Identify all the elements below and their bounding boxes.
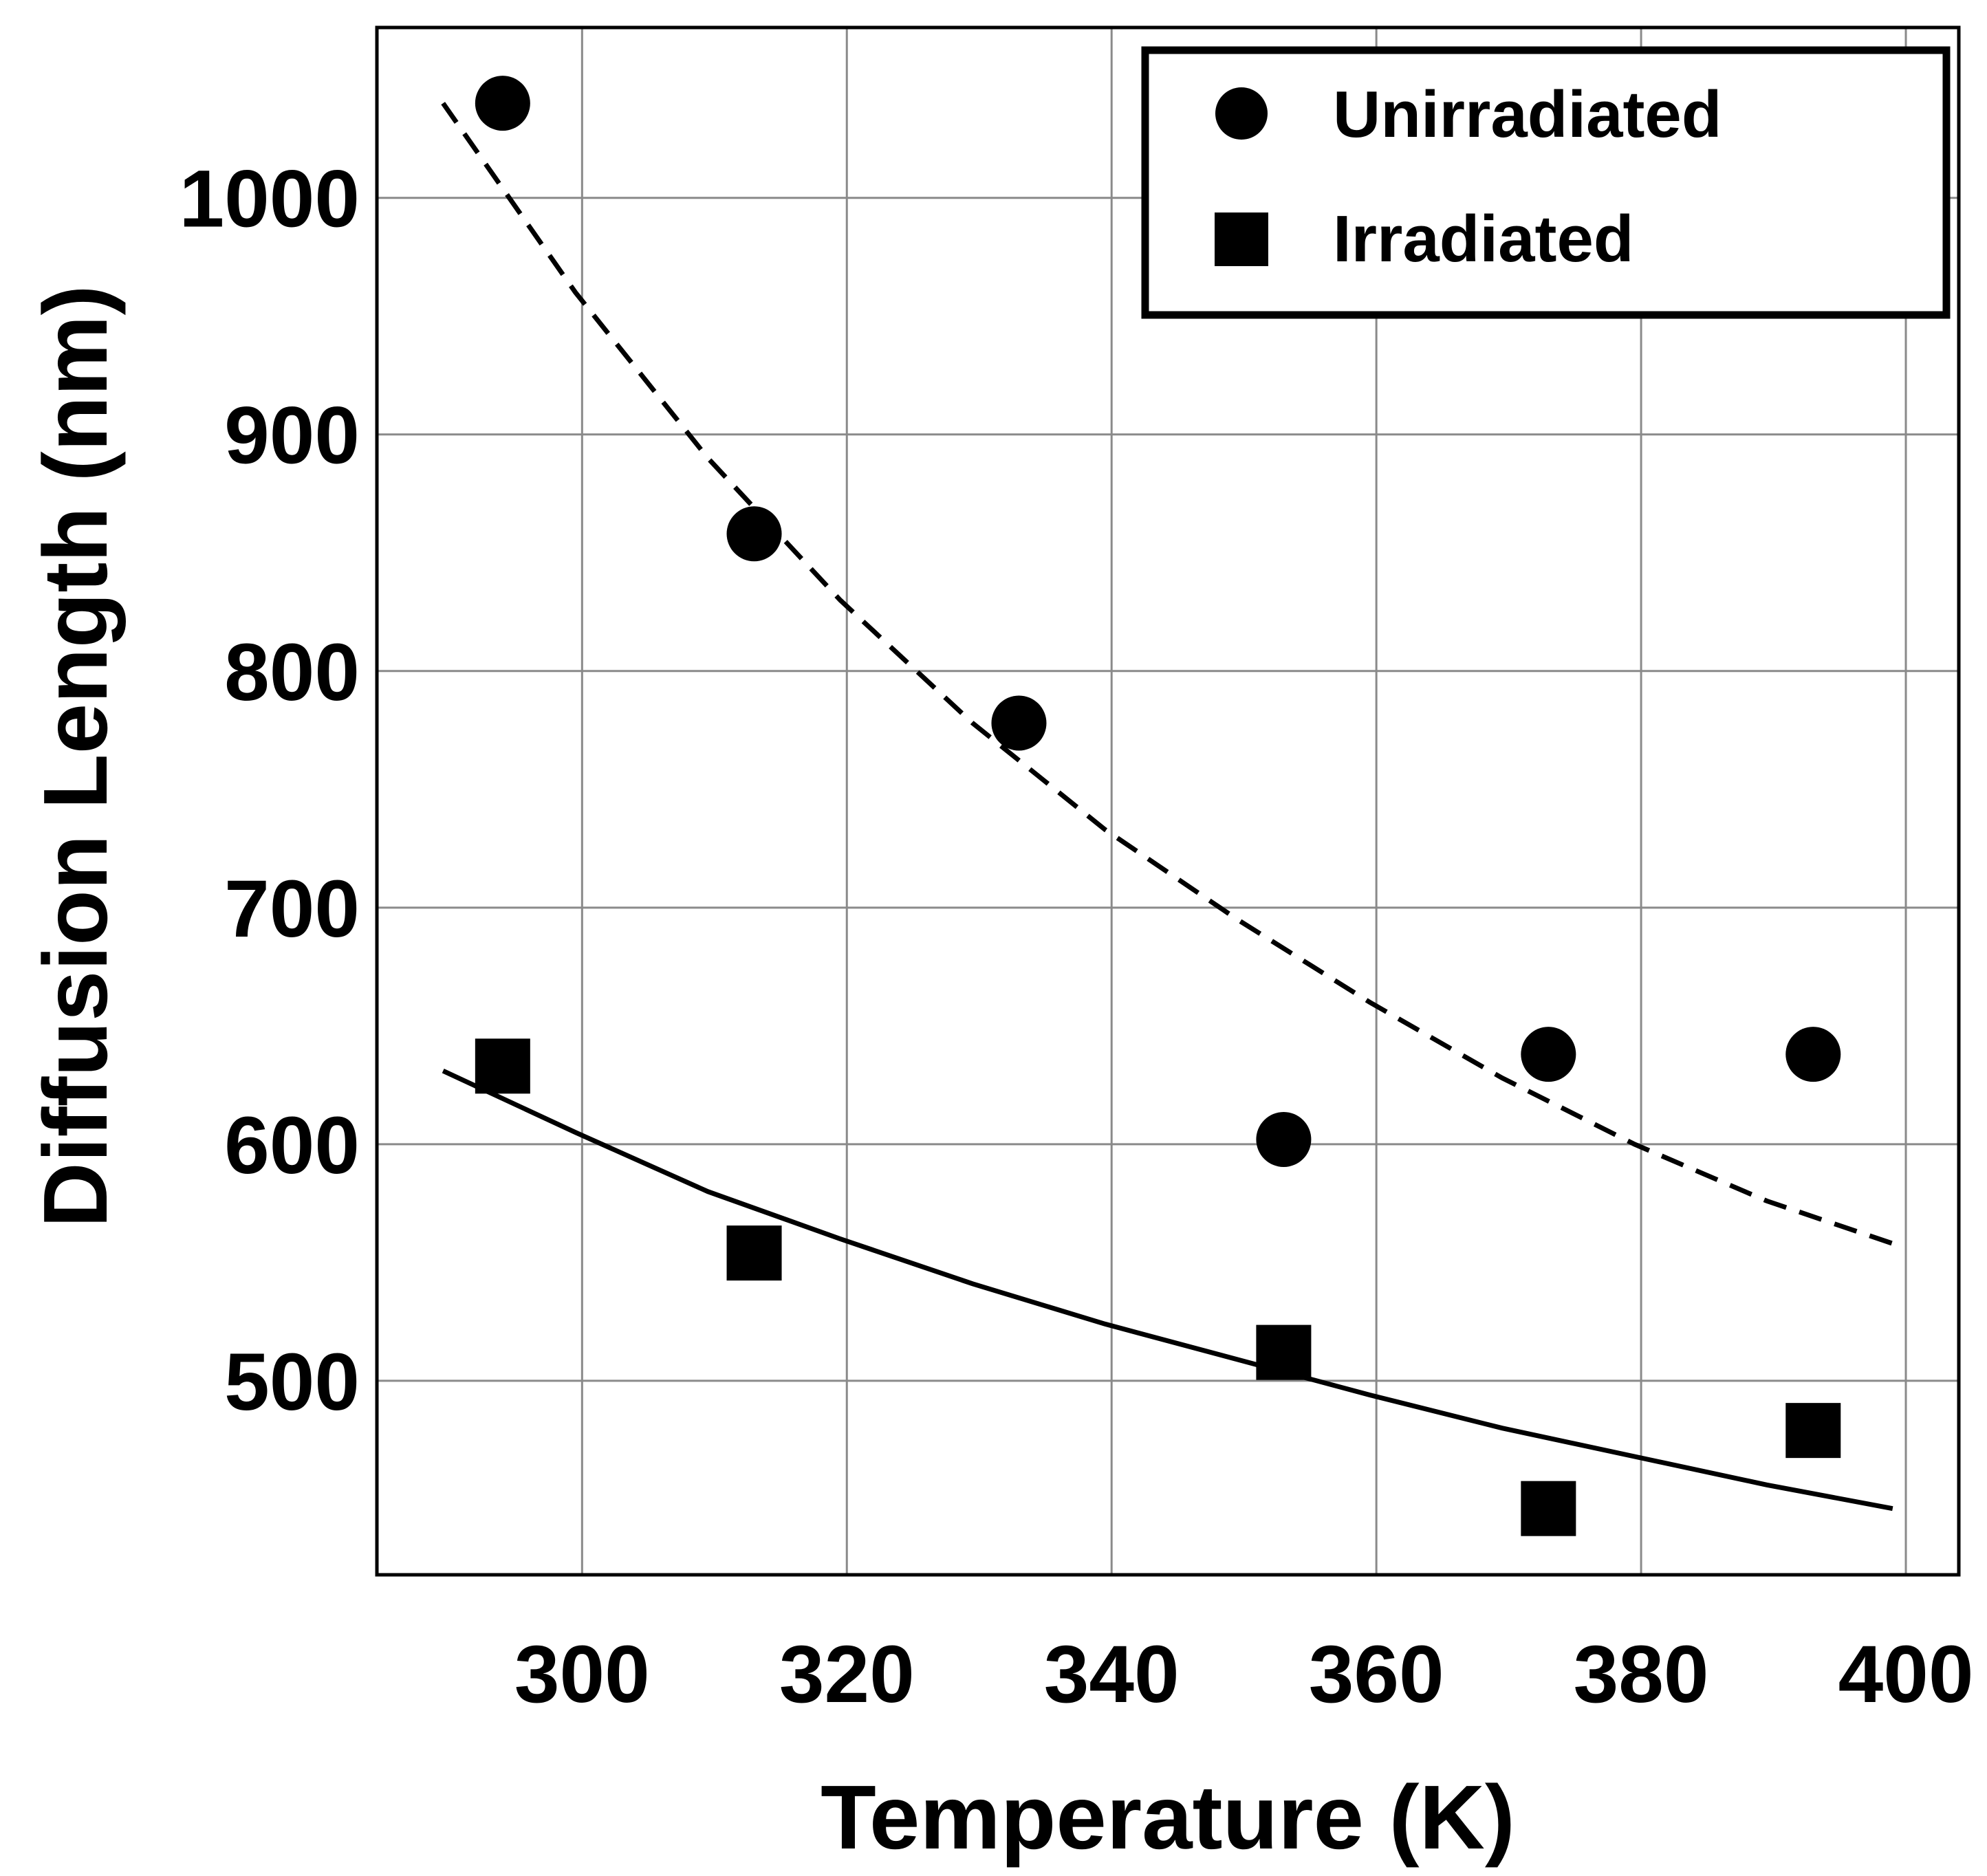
point-unirradiated-333 [991,695,1047,751]
x-tick-label-300: 300 [514,1629,650,1720]
y-tick-label-800: 800 [224,627,360,718]
y-tick-labels: 500 600 700 800 900 1000 [179,154,360,1428]
point-unirradiated-313 [726,506,782,562]
point-unirradiated-294 [475,76,530,131]
legend: Unirradiated Irradiated [1141,46,1951,319]
y-tick-label-700: 700 [224,864,360,955]
legend-label-unirradiated: Unirradiated [1333,78,1722,151]
y-tick-label-900: 900 [224,391,360,481]
point-irradiated-373 [1521,1481,1576,1536]
point-irradiated-313 [726,1225,782,1281]
x-tick-label-360: 360 [1309,1629,1444,1720]
x-tick-label-400: 400 [1838,1629,1974,1720]
y-tick-label-1000: 1000 [179,154,360,245]
x-tick-labels: 300 320 340 360 380 400 [514,1629,1974,1720]
y-axis-title: Diffusion Length (nm) [25,285,126,1228]
point-irradiated-393 [1785,1403,1841,1459]
x-tick-label-340: 340 [1044,1629,1180,1720]
point-unirradiated-353 [1256,1111,1312,1167]
y-tick-label-600: 600 [224,1100,360,1191]
point-irradiated-294 [475,1038,530,1094]
legend-label-irradiated: Irradiated [1333,202,1633,276]
legend-box [1141,46,1951,319]
point-unirradiated-373 [1521,1027,1576,1082]
y-tick-label-500: 500 [224,1337,360,1428]
data-points [475,76,1841,1536]
legend-marker-irradiated [1215,212,1268,266]
x-axis-title: Temperature (K) [821,1767,1515,1868]
x-tick-label-320: 320 [779,1629,915,1720]
point-unirradiated-393 [1785,1027,1841,1082]
plot-frame [375,25,1961,1577]
fit-curve-irradiated [442,1069,1893,1512]
x-tick-label-380: 380 [1574,1629,1709,1720]
point-irradiated-353 [1256,1324,1312,1380]
legend-marker-unirradiated [1215,87,1268,140]
fit-curves [441,102,1893,1512]
